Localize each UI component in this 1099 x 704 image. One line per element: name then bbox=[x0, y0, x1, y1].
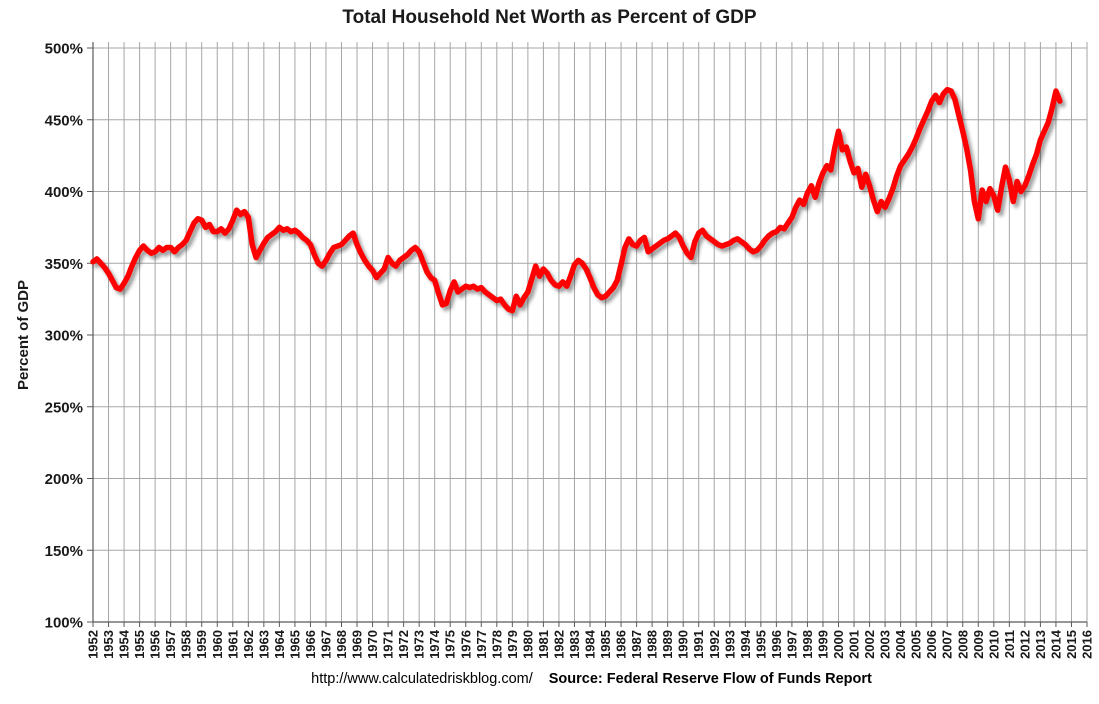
x-tick-label: 1994 bbox=[738, 629, 753, 659]
x-tick-label: 1979 bbox=[505, 630, 520, 659]
source-url-text: http://www.calculatedriskblog.com/ bbox=[311, 671, 533, 687]
x-tick-label: 2004 bbox=[893, 629, 908, 659]
x-tick-label: 1955 bbox=[132, 630, 147, 659]
x-tick-label: 1959 bbox=[194, 630, 209, 659]
x-tick-label: 1954 bbox=[117, 629, 132, 659]
x-tick-label: 1953 bbox=[101, 630, 116, 659]
x-tick-label: 1992 bbox=[707, 630, 722, 659]
x-tick-label: 1957 bbox=[163, 630, 178, 659]
x-tick-label: 1956 bbox=[148, 630, 163, 659]
x-tick-label: 1997 bbox=[784, 630, 799, 659]
x-tick-label: 1995 bbox=[753, 630, 768, 659]
y-axis-title: Percent of GDP bbox=[15, 280, 32, 390]
x-tick-label: 2009 bbox=[971, 630, 986, 659]
x-tick-label: 1989 bbox=[660, 630, 675, 659]
x-tick-label: 2008 bbox=[955, 630, 970, 659]
x-tick-label: 2012 bbox=[1017, 630, 1032, 659]
x-tick-label: 2014 bbox=[1048, 629, 1063, 659]
x-tick-labels: 1952 1953 1954 1955 1956 1957 1958 1959 1960 1961… bbox=[86, 629, 1095, 659]
x-tick-label: 1972 bbox=[396, 630, 411, 659]
x-tick-label: 1974 bbox=[427, 629, 442, 659]
x-tick-label: 1986 bbox=[614, 630, 629, 659]
x-tick-label: 1962 bbox=[241, 630, 256, 659]
x-tick-label: 2010 bbox=[986, 630, 1001, 659]
y-tick-label: 300% bbox=[45, 328, 83, 345]
x-tick-label: 2000 bbox=[831, 630, 846, 659]
x-tick-label: 1963 bbox=[256, 630, 271, 659]
y-tick-label: 400% bbox=[45, 184, 83, 201]
x-tick-label: 2002 bbox=[862, 630, 877, 659]
source-credit-text: Source: Federal Reserve Flow of Funds Re… bbox=[548, 671, 872, 687]
x-tick-label: 2003 bbox=[878, 630, 893, 659]
x-tick-label: 1980 bbox=[520, 630, 535, 659]
x-tick-label: 1991 bbox=[691, 630, 706, 659]
x-tick-label: 1967 bbox=[318, 630, 333, 659]
x-tick-label: 1988 bbox=[645, 630, 660, 659]
x-tick-label: 1976 bbox=[458, 630, 473, 659]
x-tick-label: 1993 bbox=[722, 630, 737, 659]
x-tick-label: 1952 bbox=[86, 630, 101, 659]
x-tick-label: 1984 bbox=[583, 629, 598, 659]
x-gridlines bbox=[92, 42, 1088, 622]
x-tick-label: 1985 bbox=[598, 630, 613, 659]
x-tick-label: 2013 bbox=[1033, 630, 1048, 659]
x-tick-label: 1964 bbox=[272, 629, 287, 659]
x-tick-label: 2015 bbox=[1064, 630, 1079, 659]
x-tick-label: 1999 bbox=[815, 630, 830, 659]
axes bbox=[87, 42, 1088, 627]
x-tick-label: 1968 bbox=[334, 630, 349, 659]
chart-title: Total Household Net Worth as Percent of … bbox=[342, 7, 757, 28]
x-tick-label: 1978 bbox=[489, 630, 504, 659]
x-tick-label: 2001 bbox=[847, 630, 862, 659]
x-tick-label: 1966 bbox=[303, 630, 318, 659]
x-tick-label: 1996 bbox=[769, 630, 784, 659]
x-tick-label: 1975 bbox=[443, 630, 458, 659]
y-tick-label: 200% bbox=[45, 471, 83, 488]
x-tick-label: 1977 bbox=[474, 630, 489, 659]
x-tick-label: 2005 bbox=[909, 630, 924, 659]
x-tick-label: 1981 bbox=[536, 630, 551, 659]
x-tick-label: 1973 bbox=[412, 630, 427, 659]
x-tick-label: 1958 bbox=[179, 630, 194, 659]
chart-footer: http://www.calculatedriskblog.com/Source… bbox=[0, 671, 1099, 687]
x-tick-label: 1969 bbox=[350, 630, 365, 659]
x-tick-label: 1971 bbox=[381, 630, 396, 659]
y-tick-labels: 100% 150% 200% 250% 300% 350% 400% 450% 500% bbox=[45, 41, 83, 632]
y-tick-label: 100% bbox=[45, 615, 83, 632]
x-tick-label: 1961 bbox=[225, 630, 240, 659]
x-tick-label: 1987 bbox=[629, 630, 644, 659]
y-tick-label: 500% bbox=[45, 41, 83, 58]
y-tick-label: 150% bbox=[45, 543, 83, 560]
x-tick-label: 1982 bbox=[551, 630, 566, 659]
x-tick-label: 1970 bbox=[365, 630, 380, 659]
x-tick-label: 1998 bbox=[800, 630, 815, 659]
x-tick-label: 2006 bbox=[924, 630, 939, 659]
y-tick-label: 450% bbox=[45, 112, 83, 129]
x-tick-label: 1960 bbox=[210, 630, 225, 659]
x-tick-label: 2007 bbox=[940, 630, 955, 659]
x-tick-label: 1965 bbox=[287, 630, 302, 659]
y-tick-label: 250% bbox=[45, 399, 83, 416]
net-worth-line bbox=[90, 86, 1063, 314]
x-tick-label: 2016 bbox=[1080, 630, 1095, 659]
x-tick-label: 1983 bbox=[567, 630, 582, 659]
x-tick-label: 2011 bbox=[1002, 630, 1017, 658]
y-tick-label: 350% bbox=[45, 256, 83, 273]
x-tick-label: 1990 bbox=[676, 630, 691, 659]
